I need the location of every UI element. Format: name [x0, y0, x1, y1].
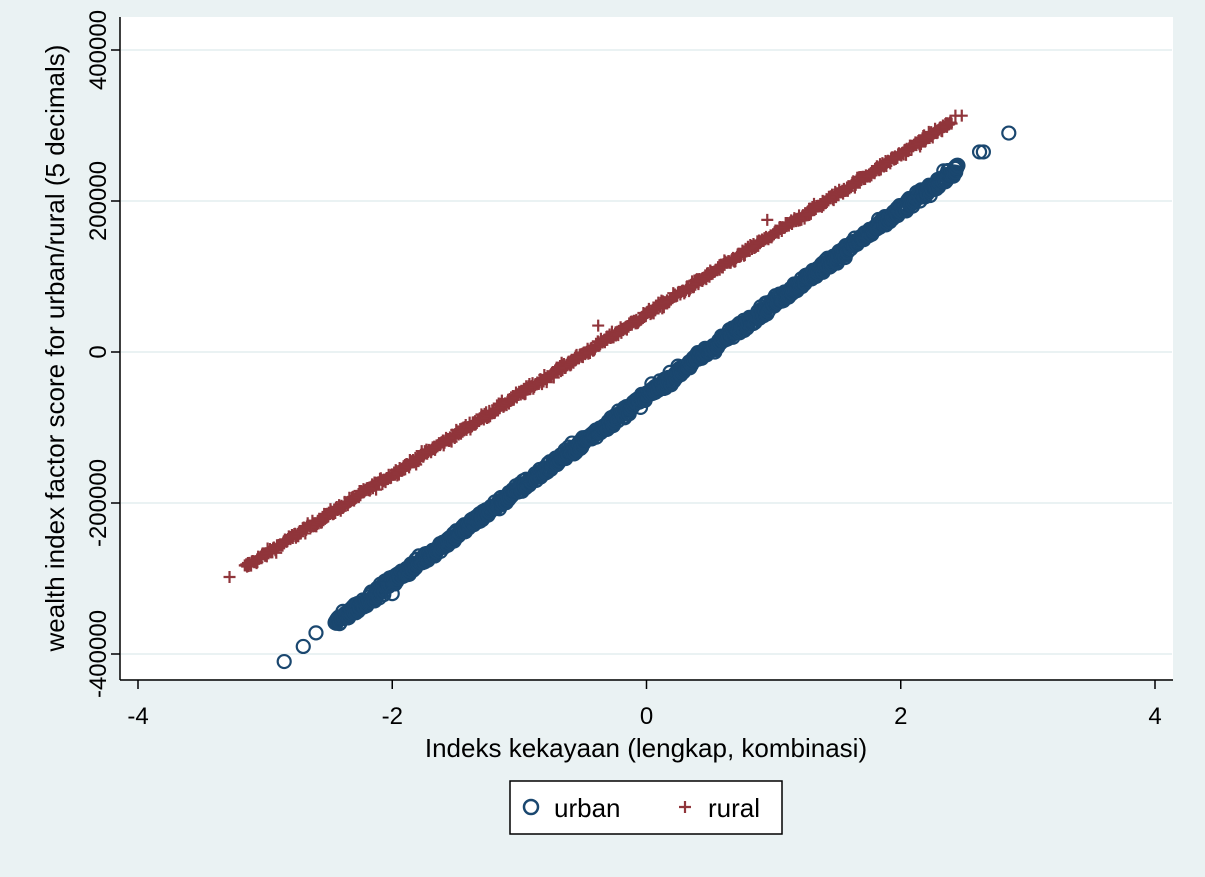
x-tick-label: 0 — [640, 703, 653, 730]
legend-rural-marker — [679, 801, 691, 813]
rural-series — [223, 109, 968, 583]
urban-series — [276, 125, 1017, 670]
x-tick-label: 2 — [894, 703, 907, 730]
legend-rural-label: rural — [708, 793, 760, 823]
tick-labels: -400000 -200000 0 200000 400000 -4 -2 0 2 4 — [85, 10, 1162, 730]
y-tick-label: 400000 — [85, 10, 112, 90]
urban-point — [384, 585, 400, 602]
urban-point — [276, 653, 292, 670]
rural-point — [945, 117, 958, 130]
grid-lines — [121, 49, 1172, 655]
legend-rural-plus — [679, 801, 691, 813]
urban-point — [1001, 125, 1017, 141]
legend-urban-marker — [522, 798, 540, 816]
urban-point — [950, 157, 966, 174]
urban-point — [975, 144, 991, 160]
y-tick-label: -200000 — [85, 459, 112, 547]
x-tick-label: 4 — [1148, 703, 1161, 730]
y-tick-label: -400000 — [85, 610, 112, 698]
legend-urban-label: urban — [554, 793, 621, 823]
legend-box — [509, 780, 783, 835]
x-axis-title: Indeks kekayaan (lengkap, kombinasi) — [425, 733, 867, 763]
rural-point — [592, 319, 605, 332]
urban-point — [308, 625, 324, 641]
axes — [111, 17, 1173, 689]
rural-point — [955, 109, 968, 122]
x-tick-label: -2 — [382, 703, 403, 730]
rural-point — [223, 570, 236, 583]
y-tick-label: 0 — [85, 345, 112, 358]
urban-point — [295, 638, 311, 655]
y-tick-label: 200000 — [85, 161, 112, 241]
x-tick-label: -4 — [127, 703, 148, 730]
y-axis-title: wealth index factor score for urban/rura… — [40, 45, 70, 653]
plot-area — [120, 17, 1173, 679]
legend: urban rural — [509, 780, 783, 835]
rural-point — [761, 213, 774, 226]
